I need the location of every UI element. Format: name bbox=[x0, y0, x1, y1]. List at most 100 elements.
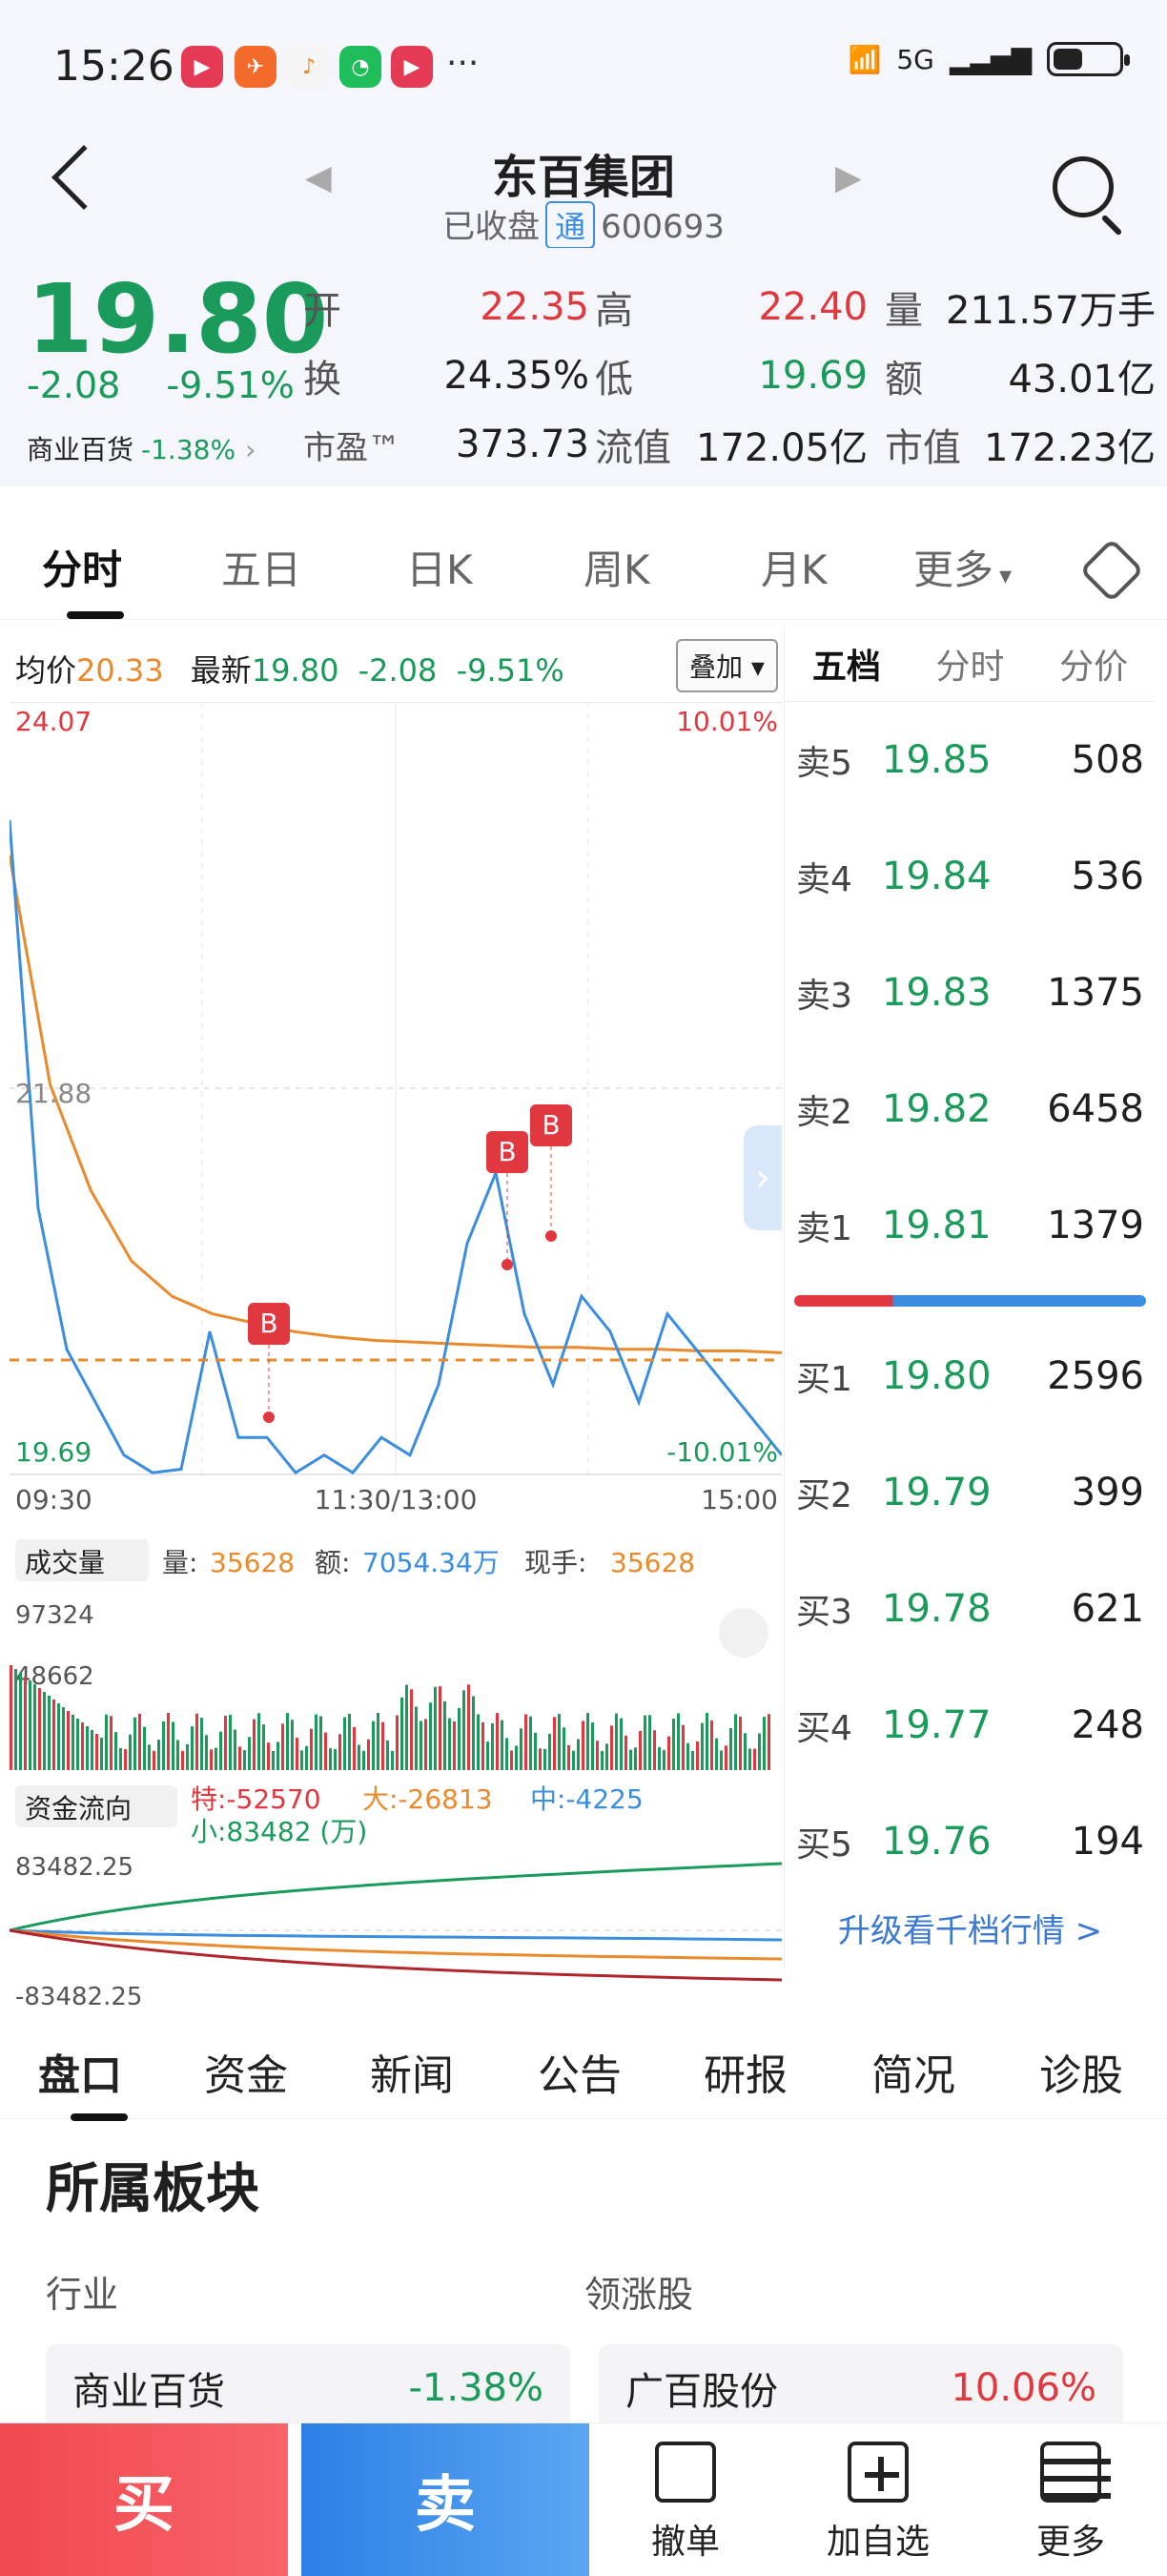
dtab-profile[interactable]: 简况 bbox=[871, 2051, 955, 2100]
buy-marker-1[interactable]: B bbox=[248, 1303, 290, 1423]
flow-y-bottom: -83482.25 bbox=[15, 1983, 142, 2011]
volume-bar bbox=[615, 1713, 618, 1770]
prev-stock-icon[interactable]: ◀ bbox=[305, 158, 332, 197]
volume-bar bbox=[620, 1718, 623, 1770]
overlay-button[interactable]: 叠加 ▾ bbox=[676, 639, 778, 692]
svg-text:特:-52570: 特:-52570 bbox=[191, 1783, 321, 1815]
volume-bar bbox=[219, 1731, 222, 1770]
volume-bar bbox=[677, 1713, 680, 1770]
bid-row[interactable]: 买3 19.78 621 bbox=[796, 1587, 1144, 1632]
volume-bar bbox=[343, 1717, 346, 1770]
menu-icon bbox=[1040, 2442, 1111, 2503]
sell-button[interactable]: 卖 bbox=[301, 2423, 589, 2576]
volume-bar bbox=[48, 1696, 51, 1770]
volume-bar bbox=[515, 1745, 518, 1770]
footer-more-button[interactable]: 更多 bbox=[980, 2431, 1161, 2574]
volume-bar bbox=[706, 1713, 708, 1770]
tab-intraday-trades[interactable]: 分时 bbox=[908, 626, 1033, 702]
buy-button[interactable]: 买 bbox=[0, 2423, 288, 2576]
volume-bar bbox=[577, 1739, 580, 1770]
ask-row[interactable]: 卖3 19.83 1375 bbox=[796, 971, 1144, 1016]
volume-bar bbox=[572, 1750, 575, 1770]
volume-bar bbox=[534, 1732, 537, 1770]
avg-line-path bbox=[8, 855, 783, 1354]
chart-header: 均价20.33 最新19.80 -2.08 -9.51% 叠加 ▾ bbox=[10, 626, 782, 702]
volume-bar bbox=[434, 1686, 437, 1770]
leader-card[interactable]: 广百股份 10.06% bbox=[599, 2344, 1123, 2432]
volume-bar bbox=[262, 1724, 265, 1770]
tab-intraday[interactable]: 分时 bbox=[42, 538, 125, 619]
volume-bar bbox=[629, 1749, 632, 1770]
upgrade-link[interactable]: 升级看千档行情 > bbox=[837, 1912, 1103, 1950]
settings-hex-icon[interactable] bbox=[1079, 538, 1144, 603]
flow-small-line bbox=[9, 1862, 783, 1932]
buy-marker-3[interactable]: B bbox=[530, 1104, 572, 1242]
volume-bar bbox=[663, 1749, 665, 1770]
ask-row[interactable]: 卖4 19.84 536 bbox=[796, 855, 1144, 899]
volume-bar bbox=[253, 1719, 256, 1770]
tab-more[interactable]: 更多 ▾ bbox=[913, 538, 1012, 596]
buy-marker-2[interactable]: B bbox=[486, 1131, 528, 1270]
volume-bar bbox=[224, 1715, 227, 1770]
industry-card[interactable]: 商业百货 -1.38% bbox=[46, 2344, 570, 2432]
dtab-announcements[interactable]: 公告 bbox=[538, 2051, 622, 2100]
volume-bar bbox=[310, 1728, 313, 1770]
volume-bar bbox=[14, 1669, 17, 1770]
volume-bar bbox=[248, 1737, 251, 1770]
volume-bar bbox=[443, 1700, 446, 1770]
volume-bar bbox=[658, 1746, 661, 1770]
tab-five-day[interactable]: 五日 bbox=[221, 546, 302, 593]
dtab-funds[interactable]: 资金 bbox=[204, 2051, 288, 2100]
music-icon: ♪ bbox=[288, 46, 330, 88]
flow-medium-line bbox=[9, 1928, 783, 1942]
tab-five-levels[interactable]: 五档 bbox=[785, 626, 909, 702]
ask-row[interactable]: 卖5 19.85 508 bbox=[796, 738, 1144, 783]
watch-label: 加自选 bbox=[826, 2523, 930, 2562]
caret-down-icon: ▾ bbox=[999, 562, 1013, 590]
turnover-value: 24.35% bbox=[443, 354, 589, 398]
sector-link[interactable]: 商业百货 -1.38% › bbox=[27, 429, 256, 467]
bid-row[interactable]: 买4 19.77 248 bbox=[796, 1703, 1144, 1748]
pe-value: 373.73 bbox=[456, 422, 589, 466]
dtab-handicap[interactable]: 盘口 bbox=[38, 2041, 128, 2121]
volume-bar bbox=[553, 1717, 556, 1770]
dtab-news[interactable]: 新闻 bbox=[370, 2051, 454, 2100]
orderbook: 五档 分时 分价 卖5 19.85 508 卖4 19.84 536 卖3 19.83 13… bbox=[784, 626, 1157, 1970]
volume-bar bbox=[62, 1707, 65, 1770]
volume-bar bbox=[472, 1696, 475, 1770]
bid-row[interactable]: 买5 19.76 194 bbox=[796, 1820, 1144, 1865]
bid-row[interactable]: 买1 19.80 2596 bbox=[796, 1354, 1144, 1399]
volume-bar bbox=[72, 1715, 74, 1770]
cancel-order-button[interactable]: 撤单 bbox=[595, 2431, 776, 2574]
tab-price-volume[interactable]: 分价 bbox=[1032, 626, 1157, 702]
volume-bar bbox=[234, 1729, 236, 1770]
ask-row[interactable]: 卖2 19.82 6458 bbox=[796, 1087, 1144, 1132]
volume-bar bbox=[191, 1726, 194, 1770]
svg-text:中:-4225: 中:-4225 bbox=[530, 1783, 644, 1815]
svg-text:额:: 额: bbox=[315, 1547, 350, 1578]
volume-bar bbox=[29, 1680, 31, 1770]
tab-day-k[interactable]: 日K bbox=[406, 546, 473, 593]
side-expander[interactable]: › bbox=[744, 1125, 782, 1230]
volume-bar bbox=[281, 1723, 284, 1770]
expand-icon[interactable] bbox=[719, 1608, 768, 1658]
search-icon[interactable] bbox=[1053, 156, 1114, 217]
price-line bbox=[8, 819, 784, 1475]
dtab-research[interactable]: 研报 bbox=[704, 2051, 788, 2100]
next-stock-icon[interactable]: ▶ bbox=[835, 158, 862, 197]
volume-bar bbox=[624, 1735, 627, 1770]
volume-panel-label[interactable]: 成交量 bbox=[25, 1547, 105, 1578]
volume-y-top: 97324 bbox=[15, 1601, 94, 1630]
volume-bar bbox=[215, 1747, 217, 1770]
tab-week-k[interactable]: 周K bbox=[584, 546, 650, 593]
flow-panel-label[interactable]: 资金流向 bbox=[25, 1793, 132, 1824]
chart-svg: B B B 24.07 21.88 19.69 10.01% -10.01% 0… bbox=[8, 701, 784, 2011]
bid-row[interactable]: 买2 19.79 399 bbox=[796, 1471, 1144, 1515]
volume-bar bbox=[38, 1688, 41, 1770]
volume-bar bbox=[181, 1750, 184, 1770]
ask-row[interactable]: 卖1 19.81 1379 bbox=[796, 1204, 1144, 1248]
tab-month-k[interactable]: 月K bbox=[761, 546, 828, 593]
add-watchlist-button[interactable]: 加自选 bbox=[788, 2431, 969, 2574]
volume-bar bbox=[720, 1750, 723, 1770]
dtab-diagnosis[interactable]: 诊股 bbox=[1039, 2051, 1123, 2100]
